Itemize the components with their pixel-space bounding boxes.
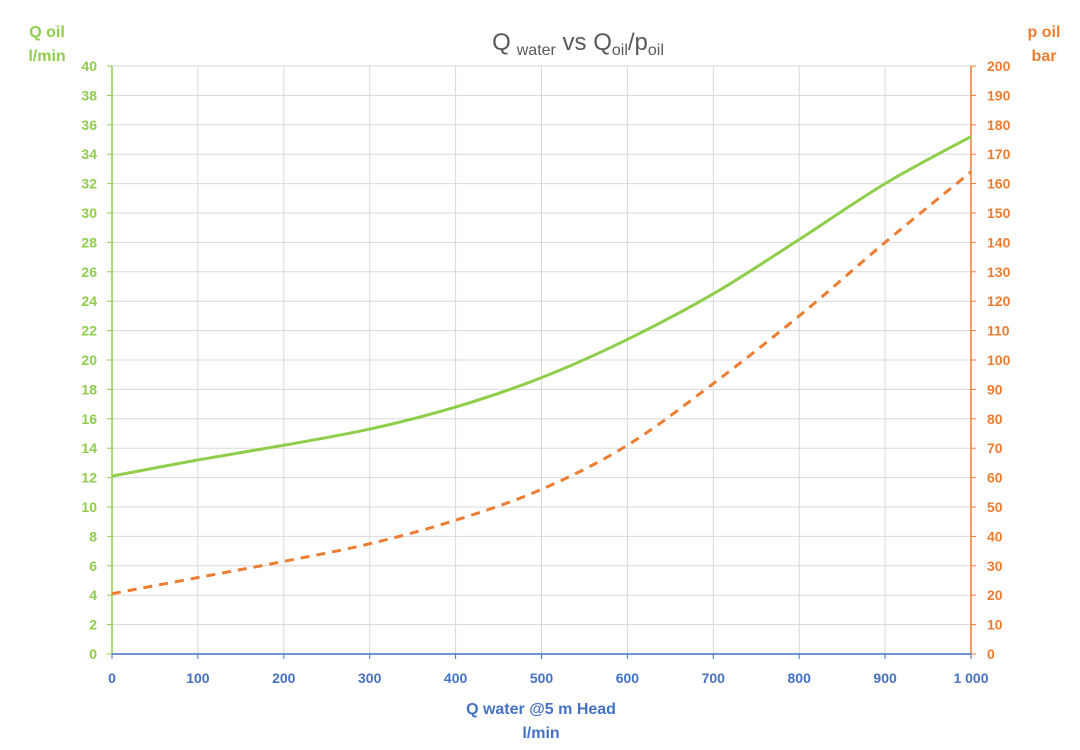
- x-tick-label: 200: [272, 670, 296, 686]
- y-right-tick-label: 60: [987, 470, 1003, 486]
- y-axis-right-unit: bar: [1032, 48, 1057, 65]
- y-right-tick-label: 190: [987, 87, 1011, 103]
- y-left-tick-label: 30: [81, 205, 97, 221]
- x-tick-label: 700: [702, 670, 726, 686]
- series-line-p-oil: [111, 170, 972, 596]
- x-tick-label: 100: [186, 670, 210, 686]
- y-right-tick-label: 170: [987, 146, 1011, 162]
- y-left-tick-label: 16: [81, 411, 97, 427]
- x-tick-label: 500: [530, 670, 554, 686]
- x-tick-label: 300: [358, 670, 382, 686]
- x-tick-label: 400: [444, 670, 468, 686]
- y-left-tick-label: 4: [89, 587, 97, 603]
- grid: [111, 65, 972, 655]
- y-right-tick-label: 180: [987, 117, 1011, 133]
- y-axis-right-title: p oil: [1028, 24, 1061, 41]
- y-right-tick-label: 200: [987, 58, 1011, 74]
- y-right-tick-label: 150: [987, 205, 1011, 221]
- y-left-tick-label: 40: [81, 58, 97, 74]
- y-right-tick-label: 40: [987, 528, 1003, 544]
- series: [111, 135, 972, 596]
- chart-title-part: /p: [628, 29, 648, 56]
- y-left-tick-label: 10: [81, 499, 97, 515]
- y-right-tick-label: 70: [987, 440, 1003, 456]
- y-left-tick-label: 6: [89, 558, 97, 574]
- x-tick-label: 800: [788, 670, 812, 686]
- y-right-tick-label: 80: [987, 411, 1003, 427]
- y-left-tick-label: 28: [81, 234, 97, 250]
- y-left-tick-label: 14: [81, 440, 97, 456]
- y-right-tick-label: 90: [987, 381, 1003, 397]
- x-tick-label: 600: [616, 670, 640, 686]
- chart-title-subscript: oil: [648, 42, 664, 59]
- y-left-tick-label: 18: [81, 381, 97, 397]
- chart-title-subscript: water: [516, 42, 557, 59]
- y-right-tick-label: 20: [987, 587, 1003, 603]
- y-right-tick-label: 10: [987, 617, 1003, 633]
- y-right-tick-label: 130: [987, 264, 1011, 280]
- y-axis-left-title: Q oil: [29, 24, 65, 41]
- y-right-tick-label: 100: [987, 352, 1011, 368]
- y-left-tick-label: 12: [81, 470, 97, 486]
- x-axis-unit: l/min: [522, 725, 559, 742]
- y-right-tick-label: 50: [987, 499, 1003, 515]
- y-axis-left-unit: l/min: [28, 48, 65, 65]
- labels: 0246810121416182022242628303234363840010…: [28, 24, 1060, 742]
- y-right-tick-label: 110: [987, 323, 1010, 339]
- y-left-tick-label: 36: [81, 117, 97, 133]
- y-left-tick-label: 26: [81, 264, 97, 280]
- y-left-tick-label: 2: [89, 617, 97, 633]
- y-left-tick-label: 24: [81, 293, 97, 309]
- y-left-tick-label: 0: [89, 646, 97, 662]
- y-right-tick-label: 0: [987, 646, 995, 662]
- x-tick-label: 1 000: [953, 670, 988, 686]
- x-axis-title: Q water @5 m Head: [466, 701, 616, 718]
- x-tick-label: 0: [108, 670, 116, 686]
- chart-title-subscript: oil: [612, 42, 628, 59]
- y-left-tick-label: 20: [81, 352, 97, 368]
- axes: [107, 65, 976, 659]
- y-right-tick-label: 30: [987, 558, 1003, 574]
- y-right-tick-label: 160: [987, 176, 1011, 192]
- series-line-q-oil: [111, 135, 972, 478]
- y-left-tick-label: 38: [81, 87, 97, 103]
- y-right-tick-label: 140: [987, 234, 1011, 250]
- y-left-tick-label: 22: [81, 323, 97, 339]
- y-left-tick-label: 8: [89, 528, 97, 544]
- y-left-tick-label: 32: [81, 176, 97, 192]
- y-left-tick-label: 34: [81, 146, 97, 162]
- chart-title-part: Q: [492, 29, 511, 56]
- y-right-tick-label: 120: [987, 293, 1011, 309]
- x-tick-label: 900: [873, 670, 897, 686]
- chart-title-part: vs Q: [556, 29, 612, 56]
